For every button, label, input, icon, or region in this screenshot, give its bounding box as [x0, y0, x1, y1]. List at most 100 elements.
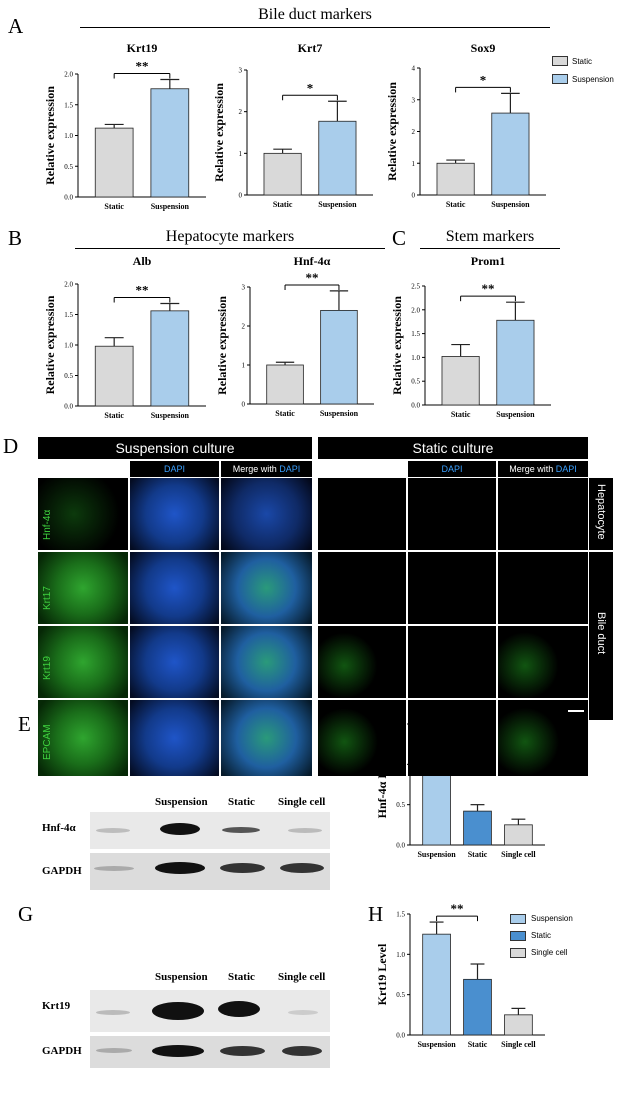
chart-title-prom1: Prom1 [471, 254, 505, 268]
y-tick-label-alb: 0.0 [64, 403, 73, 411]
x-tick-label-f: Single cell [501, 850, 536, 859]
wb-e-band-2b [220, 863, 265, 873]
y-tick-label-f: 0.5 [396, 801, 405, 809]
y-tick-label-krt19: 2.0 [64, 71, 73, 79]
suspension-dapi-header: DAPI [130, 461, 219, 477]
legend-h-item-single: Single cell [510, 946, 573, 959]
y-tick-label-sox9: 4 [412, 65, 416, 73]
wb-e-band-1b [222, 827, 260, 833]
micrograph-hnf4a-static-dapi [408, 478, 496, 550]
wb-g-col-static: Static [228, 971, 255, 983]
static-merge-dapi: DAPI [555, 464, 577, 474]
panel-letter-d: D [3, 434, 19, 458]
legend-swatch-suspension [552, 74, 568, 84]
y-tick-label-sox9: 2 [412, 128, 416, 136]
suspension-dapi-header-text: DAPI [163, 464, 185, 474]
y-tick-label-sox9: 1 [412, 160, 416, 168]
y-tick-label-alb: 0.5 [64, 372, 73, 380]
wb-e-band-1c [288, 828, 322, 833]
y-axis-label-hnf4a: Relative expression [215, 296, 229, 395]
bar-sox9-1 [491, 112, 530, 196]
y-tick-label-krt19: 1.5 [64, 101, 73, 109]
legend-h: Suspension Static Single cell [510, 912, 573, 959]
x-tick-label-prom1: Static [451, 410, 471, 419]
micrograph-hnf4a-suspension-marker [38, 478, 128, 550]
legend-label-static: Static [572, 56, 593, 66]
static-merge-header: Merge with DAPI [498, 461, 588, 477]
micrograph-krt19-suspension-merge [221, 626, 312, 698]
wb-e-band-1a [160, 823, 200, 835]
panel-letter-b: B [8, 226, 23, 250]
sig-label-hnf4a: ** [306, 270, 319, 285]
micrograph-hnf4a-suspension-dapi [130, 478, 219, 550]
group-title-bile: Bile duct markers [258, 6, 372, 23]
legend-swatch-static [552, 56, 568, 66]
bar-hnf4a-1 [320, 309, 358, 405]
static-culture-title: Static culture [318, 437, 588, 459]
wb-e-band-2d [94, 866, 134, 871]
sig-label-krt19: ** [136, 59, 149, 74]
legend-h-label-static: Static [531, 931, 552, 940]
micrograph-krt17-static-dapi [408, 552, 496, 624]
micrograph-hnf4a-static-marker [318, 478, 406, 550]
micrograph-hnf4a-suspension-merge [221, 478, 312, 550]
micrograph-epcam-static-dapi [408, 700, 496, 776]
x-tick-label-krt7: Suspension [318, 200, 357, 209]
micrograph-krt19-static-dapi [408, 626, 496, 698]
legend-h-item-static: Static [510, 929, 573, 942]
bar-alb-0 [94, 345, 134, 407]
y-tick-label-hnf4a: 1 [242, 362, 246, 370]
chart-title-krt7: Krt7 [298, 41, 323, 55]
legend-top: Static Suspension [552, 54, 614, 86]
y-tick-label-alb: 1.0 [64, 342, 73, 350]
y-tick-label-prom1: 1.5 [411, 330, 420, 338]
sig-label-prom1: ** [482, 281, 495, 296]
y-axis-label-alb: Relative expression [43, 295, 57, 394]
y-tick-label-prom1: 2.0 [411, 306, 420, 314]
legend-item-static: Static [552, 54, 614, 68]
legend-h-item-suspension: Suspension [510, 912, 573, 925]
sig-label-h: ** [451, 901, 464, 916]
micrograph-krt17-suspension-marker [38, 552, 128, 624]
wb-e-col-single: Single cell [278, 796, 326, 808]
y-tick-label-krt7: 2 [239, 108, 243, 116]
wb-g-band-2a [152, 1045, 204, 1057]
x-tick-label-krt19: Static [104, 202, 124, 211]
y-tick-label-prom1: 0.5 [411, 378, 420, 386]
legend-h-label-suspension: Suspension [531, 914, 573, 923]
chart-title-krt19: Krt19 [127, 41, 158, 55]
y-tick-label-prom1: 0.0 [411, 402, 420, 410]
y-axis-label-h: Krt19 Level [375, 943, 389, 1005]
bar-alb-1 [150, 310, 190, 407]
wb-g-band-1c [96, 1010, 130, 1015]
y-tick-label-hnf4a: 3 [242, 284, 246, 292]
y-tick-label-krt19: 0.5 [64, 163, 73, 171]
wb-g-band-1a [152, 1002, 204, 1020]
micrograph-epcam-static-marker [318, 700, 406, 776]
sig-label-krt7: * [307, 80, 314, 95]
static-dapi-header-text: DAPI [441, 464, 463, 474]
x-tick-label-hnf4a: Suspension [320, 409, 359, 418]
x-tick-label-h: Single cell [501, 1040, 536, 1049]
bar-krt7-1 [318, 120, 357, 196]
y-tick-label-prom1: 1.0 [411, 354, 420, 362]
y-tick-label-h: 0.5 [396, 991, 405, 999]
wb-g-band-2d [96, 1048, 132, 1053]
wb-g-band-2c [282, 1046, 322, 1056]
panel-letter-c: C [392, 226, 407, 250]
sig-label-sox9: * [480, 72, 487, 87]
legend-item-suspension: Suspension [552, 72, 614, 86]
bar-prom1-1 [496, 319, 535, 406]
wb-e-col-static: Static [228, 796, 255, 808]
bar-f-2 [504, 824, 533, 846]
wb-g-band-2b [220, 1046, 265, 1056]
bar-prom1-0 [441, 356, 480, 406]
group-title-hep: Hepatocyte markers [165, 228, 295, 245]
sig-label-alb: ** [136, 283, 149, 298]
wb-g-band-1d [288, 1010, 318, 1015]
suspension-merge-dapi: DAPI [279, 464, 301, 474]
chart-title-hnf4a: Hnf-4α [294, 254, 331, 268]
bar-krt19-1 [150, 88, 190, 198]
micrograph-epcam-suspension-dapi [130, 700, 219, 776]
bar-krt19-0 [94, 127, 134, 198]
